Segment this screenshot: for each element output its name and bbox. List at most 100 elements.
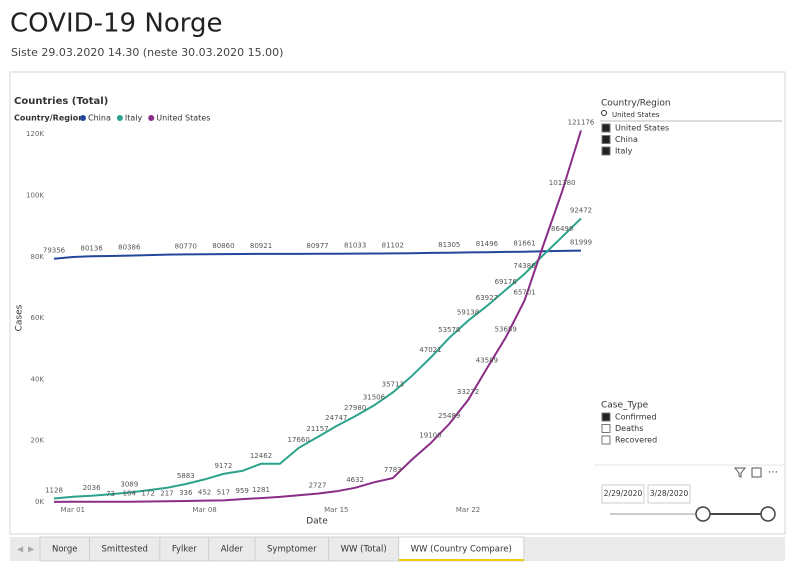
data-label: 4632 [346,476,364,484]
checkbox[interactable] [601,435,611,445]
tab-label[interactable]: Smittested [102,545,148,555]
tab-label[interactable]: WW (Total) [341,545,387,555]
data-label: 80860 [212,242,234,250]
data-label: 33272 [457,388,479,396]
data-label: 172 [141,489,154,497]
date-end: 3/28/2020 [650,489,689,498]
data-label: 63927 [476,294,498,302]
tab[interactable] [208,536,256,562]
tab-label[interactable]: Symptomer [267,545,317,555]
slicer-item[interactable]: China [615,135,638,144]
slicer-item[interactable]: Italy [615,147,633,156]
slicer-search[interactable]: United States [612,111,660,119]
checkbox[interactable] [601,146,611,156]
data-label: 2036 [83,484,101,492]
tab-label[interactable]: WW (Country Compare) [411,545,512,555]
x-axis-label: Date [306,517,328,527]
x-tick-label: Mar 08 [192,506,216,514]
data-label: 81661 [513,240,535,248]
date-input[interactable] [601,484,645,504]
tab-label[interactable]: Norge [52,545,78,555]
page-subtitle: Siste 29.03.2020 14.30 (neste 30.03.2020… [11,46,283,59]
tab-prev[interactable]: ◀ [17,545,24,554]
data-label: 5883 [177,472,195,480]
more-icon[interactable]: ⋯ [768,467,778,478]
search-icon [601,110,607,116]
checkbox[interactable] [601,123,611,133]
x-tick-label: Mar 15 [324,506,348,514]
date-start: 2/29/2020 [604,489,643,498]
data-label: 959 [236,487,249,495]
chart-title: Countries (Total) [14,96,108,107]
data-label: 59138 [457,309,479,317]
data-label: 7783 [384,466,402,474]
series-line [53,217,582,500]
legend-title: Country/Region [14,114,84,123]
data-label: 79356 [43,247,66,255]
x-tick-label: Mar 22 [456,506,480,514]
slicer-item[interactable]: Recovered [615,436,657,445]
data-label: 9172 [214,462,232,470]
tab-next[interactable]: ▶ [28,545,35,554]
checkbox[interactable] [601,412,611,422]
legend-marker [116,115,123,121]
tab-label[interactable]: Fylker [172,545,197,555]
slicer-title: Case_Type [601,401,649,411]
data-label: 121176 [568,119,595,127]
y-tick-label: 40K [31,375,45,383]
data-label: 19100 [419,431,441,439]
data-label: 43589 [476,356,498,364]
series-line [53,249,582,260]
focus-icon[interactable] [751,467,762,478]
data-label: 101380 [549,179,576,187]
data-label: 452 [198,489,211,497]
legend-label: United States [156,114,210,123]
data-label: 86498 [551,225,573,233]
checkbox[interactable] [601,135,611,144]
data-label: 69176 [495,278,518,286]
slider-handle[interactable] [760,506,776,522]
slicer-item[interactable]: United States [615,124,669,133]
slicer-item[interactable]: Confirmed [615,413,657,422]
data-label: 80136 [81,244,104,252]
page-title: COVID-19 Norge [10,9,222,39]
legend-label: China [88,114,111,123]
legend-marker [148,115,155,121]
tab-label[interactable]: Alder [221,545,244,555]
data-label: 336 [179,489,193,497]
y-tick-label: 80K [31,253,45,261]
data-label: 74386 [513,262,536,270]
y-tick-label: 20K [31,437,45,445]
tab[interactable] [398,536,525,562]
data-label: 35713 [382,381,404,389]
data-label: 21157 [306,425,328,433]
date-input[interactable] [647,484,691,504]
slicer-title: Country/Region [601,99,671,109]
data-label: 92472 [570,207,592,215]
slicer-item[interactable]: Deaths [615,424,643,433]
data-label: 80977 [306,242,328,250]
data-label: 27980 [344,404,366,412]
data-label: 65701 [513,289,535,297]
x-tick-label: Mar 01 [61,506,85,514]
slider-handle[interactable] [695,506,711,522]
data-label: 80770 [175,242,197,250]
data-label: 2727 [309,482,327,490]
data-label: 47021 [419,346,441,354]
data-label: 12462 [250,452,272,460]
tab[interactable] [328,536,400,562]
tab[interactable] [159,536,210,562]
filter-icon[interactable] [733,467,747,478]
data-label: 517 [217,488,230,496]
data-label: 53659 [495,326,517,334]
data-label: 81033 [344,242,366,250]
data-label: 24747 [325,414,347,422]
tab[interactable] [254,536,330,562]
data-label: 80386 [118,244,141,252]
data-label: 81305 [438,241,460,249]
y-tick-label: 60K [31,314,45,322]
checkbox[interactable] [601,424,611,433]
data-label: 1281 [252,486,270,494]
y-axis-label: Cases [15,304,25,331]
